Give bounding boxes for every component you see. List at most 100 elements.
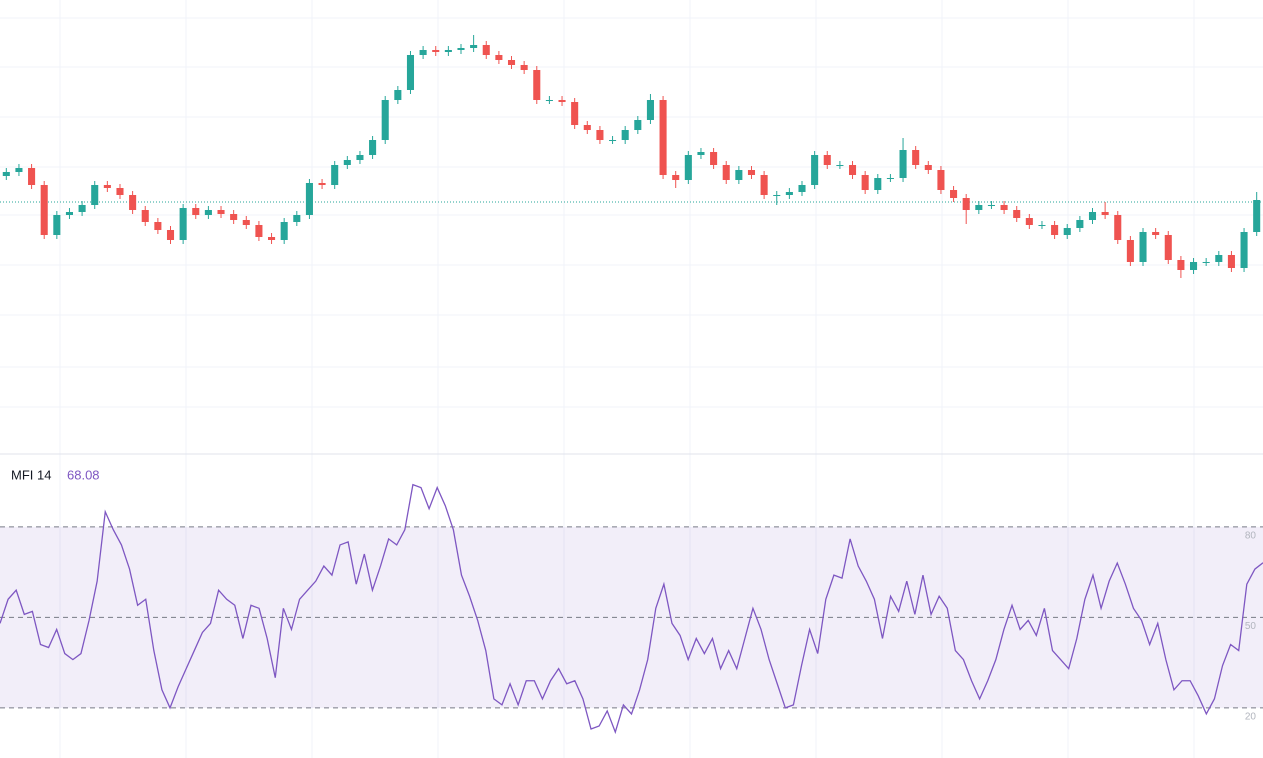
candle-body xyxy=(192,208,200,215)
candle-body xyxy=(116,188,124,195)
candle-body xyxy=(280,222,288,240)
indicator-value: 68.08 xyxy=(67,467,100,482)
candle-body xyxy=(646,100,654,120)
candle-body xyxy=(40,185,48,235)
candle-body xyxy=(609,140,617,141)
candle-body xyxy=(356,155,364,160)
candle-body xyxy=(571,102,579,125)
candle-body xyxy=(848,165,857,175)
candle-body xyxy=(2,172,10,176)
candle-body xyxy=(1000,205,1008,210)
candle-body xyxy=(621,130,629,140)
candle-body xyxy=(1240,232,1248,268)
candle-body xyxy=(394,90,402,100)
candle-body xyxy=(419,50,427,55)
candle-body xyxy=(432,50,440,52)
candle-body xyxy=(217,210,225,214)
candle-body xyxy=(1202,262,1210,263)
candle-body xyxy=(1088,212,1097,220)
candle-body xyxy=(558,100,566,102)
marks: 80 50 20 xyxy=(0,35,1263,735)
y-tick-label: 80 xyxy=(1245,530,1257,541)
y-tick-label: 20 xyxy=(1245,712,1257,723)
candle-body xyxy=(773,195,781,196)
candle-body xyxy=(886,178,894,179)
candle-body xyxy=(343,160,351,165)
candle-body xyxy=(798,185,806,192)
candle-body xyxy=(823,155,831,165)
candle-body xyxy=(331,165,339,185)
candle-body xyxy=(91,185,99,205)
candle-body xyxy=(305,183,313,215)
candle-body xyxy=(242,220,250,225)
candle-body xyxy=(1139,232,1147,262)
candle-body xyxy=(697,152,705,155)
candle-body xyxy=(987,205,995,206)
candle-body xyxy=(811,155,819,185)
candle-body xyxy=(899,150,907,178)
candle-body xyxy=(659,100,667,175)
candle-body xyxy=(722,165,730,180)
candle-body xyxy=(1051,225,1059,235)
candle-body xyxy=(495,55,503,60)
candle-body xyxy=(710,152,718,165)
candle-body xyxy=(634,120,642,130)
candle-body xyxy=(179,208,187,240)
candle-body xyxy=(154,222,162,230)
candle-body xyxy=(65,212,74,215)
candle-body xyxy=(1114,215,1122,240)
candle-body xyxy=(1164,235,1172,260)
candle-body xyxy=(874,178,882,190)
candle-body xyxy=(103,185,111,188)
candle-body xyxy=(1227,255,1235,268)
candle-body xyxy=(204,210,212,215)
candle-body xyxy=(406,55,415,90)
candle-body xyxy=(28,168,36,185)
candle-body xyxy=(596,130,604,140)
candle-body xyxy=(1177,260,1185,270)
candle-body xyxy=(482,45,490,55)
candle-body xyxy=(1076,220,1084,228)
candle-body xyxy=(1013,210,1021,218)
candle-body xyxy=(545,100,553,101)
candle-body xyxy=(1038,225,1046,226)
candle-body xyxy=(444,50,452,52)
candle-body xyxy=(78,205,86,212)
candle-body xyxy=(912,150,920,165)
candle-body xyxy=(937,170,945,190)
candle-body xyxy=(470,45,478,48)
candle-body xyxy=(1126,240,1134,262)
candle-body xyxy=(369,140,377,155)
candle-body xyxy=(760,175,768,195)
candle-body xyxy=(507,60,516,65)
candle-body xyxy=(381,100,389,140)
candle-body xyxy=(785,192,793,195)
mfi-line xyxy=(0,483,1263,735)
candle-body xyxy=(1253,200,1261,232)
candle-body xyxy=(1101,212,1109,215)
candle-body xyxy=(15,168,23,172)
candle-body xyxy=(129,195,137,210)
candle-body xyxy=(318,183,326,185)
candle-body xyxy=(1189,262,1198,270)
candle-body xyxy=(672,175,680,180)
candle-body xyxy=(836,165,844,166)
candle-body xyxy=(53,215,61,235)
y-tick-label: 50 xyxy=(1245,621,1257,632)
candle-body xyxy=(684,155,692,180)
candle-body xyxy=(141,210,149,222)
candle-body xyxy=(975,205,983,210)
candle-body xyxy=(520,65,528,70)
indicator-title: MFI 14 xyxy=(11,467,51,482)
candle-body xyxy=(255,225,263,237)
candle-body xyxy=(166,230,175,240)
candle-body xyxy=(735,170,743,180)
candle-body xyxy=(268,237,276,240)
candle-body xyxy=(230,214,238,220)
candle-body xyxy=(861,175,869,190)
candle-body xyxy=(1215,255,1223,262)
candle-body xyxy=(1152,232,1160,235)
